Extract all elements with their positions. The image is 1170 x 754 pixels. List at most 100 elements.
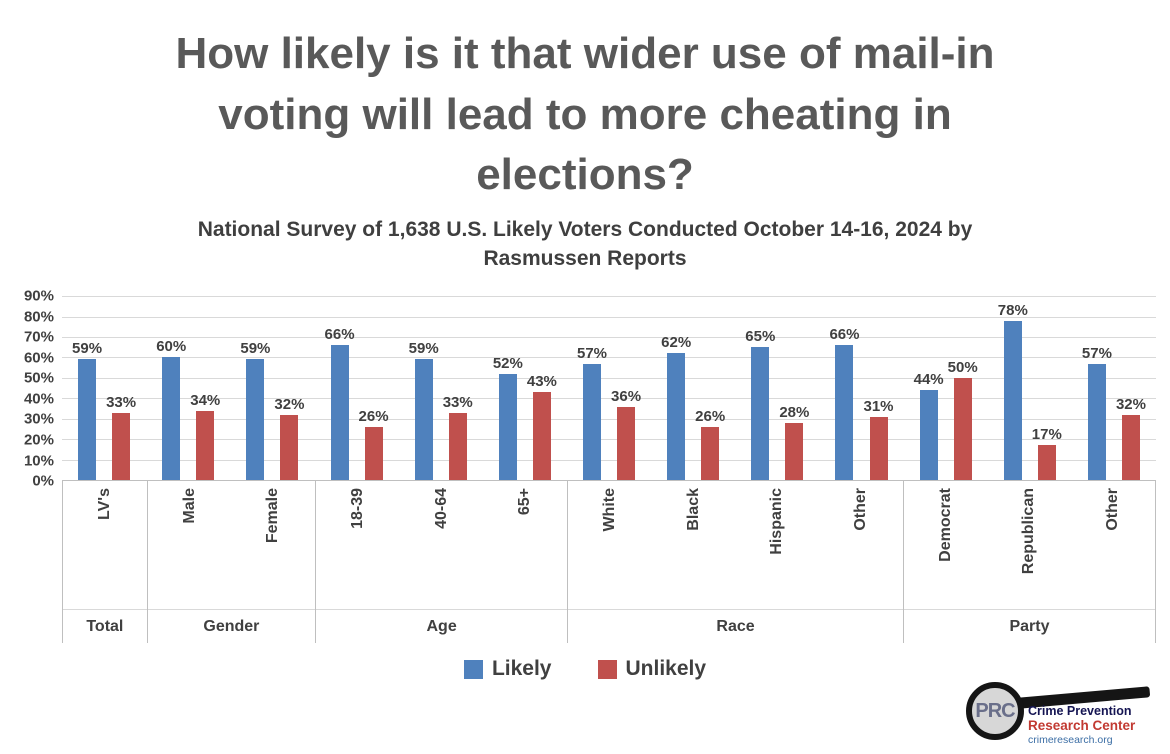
y-tick-label: 50% — [23, 369, 54, 387]
category-cell-65: 52% 43% — [483, 296, 567, 481]
category-label-lv-s: LV's — [95, 488, 113, 521]
bar-likely-other — [1087, 363, 1106, 481]
bar-value-label: 57% — [1081, 344, 1112, 362]
bar-group: 28% — [779, 296, 810, 481]
y-tick-label: 90% — [23, 287, 54, 305]
bar-likely-40-64 — [414, 359, 433, 481]
group-label-gender: Gender — [147, 609, 316, 643]
plot-column: 59% 33% 60% 34% 59% 32% 66% 26% 59% 33% 52% 43% 57% 3… — [62, 296, 1156, 644]
category-cell-lv-s: 59% 33% — [62, 296, 146, 481]
legend: Likely Unlikely — [0, 657, 1170, 681]
bar-group: 31% — [863, 296, 894, 481]
group-label-party: Party — [903, 609, 1155, 643]
gridline — [62, 336, 1156, 338]
gridline — [62, 439, 1156, 441]
bar-group: 33% — [443, 296, 473, 481]
bar-likely-hispanic — [751, 347, 770, 481]
bar-group: 66% — [325, 296, 355, 481]
category-cell-other: 66% 31% — [819, 296, 903, 481]
axis-group-total: LV's Total — [62, 481, 147, 644]
bar-group: 32% — [1115, 296, 1146, 481]
group-label-age: Age — [316, 609, 568, 643]
title-line: How likely is it that wider use of mail-… — [175, 29, 995, 78]
bar-value-label: 17% — [1031, 426, 1062, 444]
bar-unlikely-male — [196, 410, 215, 481]
category-tick: White — [568, 488, 652, 609]
bar-group: 57% — [576, 296, 608, 481]
category-label-white: White — [601, 488, 618, 532]
category-label-hispanic: Hispanic — [768, 488, 786, 555]
category-cell-female: 59% 32% — [230, 296, 314, 481]
category-label-row: LV's — [63, 481, 147, 609]
bar-value-label: 62% — [661, 334, 692, 352]
bar-group: 34% — [190, 296, 220, 481]
category-tick: Female — [231, 488, 315, 609]
gridline — [62, 296, 1156, 298]
bar-value-label: 78% — [997, 301, 1028, 319]
bar-unlikely-hispanic — [785, 422, 804, 481]
y-tick-label: 60% — [23, 349, 54, 367]
group-label-total: Total — [63, 609, 147, 643]
category-cell-other: 57% 32% — [1072, 296, 1156, 481]
category-cell-black: 62% 26% — [651, 296, 735, 481]
category-label-40-64: 40-64 — [432, 488, 450, 530]
bar-value-label: 26% — [358, 407, 389, 425]
category-tick: Republican — [988, 488, 1072, 609]
bar-value-label: 28% — [779, 403, 810, 421]
bar-unlikely-other — [1121, 414, 1140, 481]
bar-group: 52% — [493, 296, 523, 481]
bar-likely-white — [583, 363, 601, 481]
title-line: voting will lead to more cheating in — [218, 89, 952, 139]
bar-unlikely-40-64 — [448, 412, 467, 481]
bar-value-label: 32% — [274, 395, 305, 413]
bar-value-label: 59% — [240, 340, 271, 358]
plot-area: 59% 33% 60% 34% 59% 32% 66% 26% 59% 33% 52% 43% 57% 3… — [62, 296, 1156, 482]
subtitle-line: National Survey of 1,638 U.S. Likely Vot… — [197, 218, 973, 242]
gridline — [62, 377, 1156, 379]
bar-group: 36% — [611, 296, 641, 481]
bar-likely-65 — [498, 373, 517, 481]
bar-group: 65% — [745, 296, 775, 481]
y-axis: 0% 10% 20% 30% 40% 50% 60% 70% 80% 90% — [8, 288, 62, 490]
bar-group: 62% — [661, 296, 692, 481]
bar-value-label: 32% — [1115, 395, 1146, 413]
y-tick-label: 40% — [23, 390, 54, 408]
category-label-18-39: 18-39 — [348, 488, 366, 530]
category-tick: Hispanic — [736, 488, 820, 609]
legend-item-unlikely: Unlikely — [597, 657, 706, 681]
y-tick-label: 0% — [32, 472, 54, 490]
bar-likely-18-39 — [330, 345, 349, 481]
category-label-row: White Black Hispanic Other — [568, 481, 903, 609]
gridline — [62, 316, 1156, 318]
bar-value-label: 33% — [106, 393, 137, 411]
chart-subtitle: National Survey of 1,638 U.S. Likely Vot… — [0, 216, 1170, 274]
category-tick: 65+ — [483, 488, 567, 609]
bar-group: 44% — [913, 296, 944, 481]
bar-unlikely-65 — [532, 392, 551, 481]
category-cell-male: 60% 34% — [146, 296, 230, 481]
axis-group-race: White Black Hispanic Other Race — [567, 481, 903, 644]
bar-group: 59% — [409, 296, 439, 481]
category-label-black: Black — [684, 488, 702, 531]
bar-value-label: 50% — [947, 358, 978, 376]
category-cell-white: 57% 36% — [567, 296, 651, 481]
gridline — [62, 398, 1156, 400]
bar-group: 66% — [829, 296, 859, 481]
bar-group: 50% — [947, 296, 978, 481]
category-cell-democrat: 44% 50% — [904, 296, 988, 481]
logo-lens-text: PRC — [975, 699, 1015, 722]
y-tick-label: 10% — [23, 452, 54, 470]
category-label-male: Male — [180, 488, 198, 524]
bar-unlikely-black — [701, 426, 720, 481]
logo-url: crimeresearch.org — [1028, 733, 1113, 746]
bar-chart: 0% 10% 20% 30% 40% 50% 60% 70% 80% 90% 59% 33% 60% 3… — [8, 288, 1156, 644]
bar-value-label: 60% — [156, 338, 187, 356]
bar-likely-democrat — [919, 390, 938, 481]
bar-value-label: 57% — [576, 344, 608, 362]
bar-group: 26% — [695, 296, 725, 481]
bar-unlikely-republican — [1037, 445, 1056, 481]
axis-group-gender: Male Female Gender — [146, 481, 316, 644]
bar-value-label: 44% — [913, 371, 944, 389]
subtitle-line: Rasmussen Reports — [483, 247, 687, 271]
category-tick: Male — [148, 488, 232, 609]
